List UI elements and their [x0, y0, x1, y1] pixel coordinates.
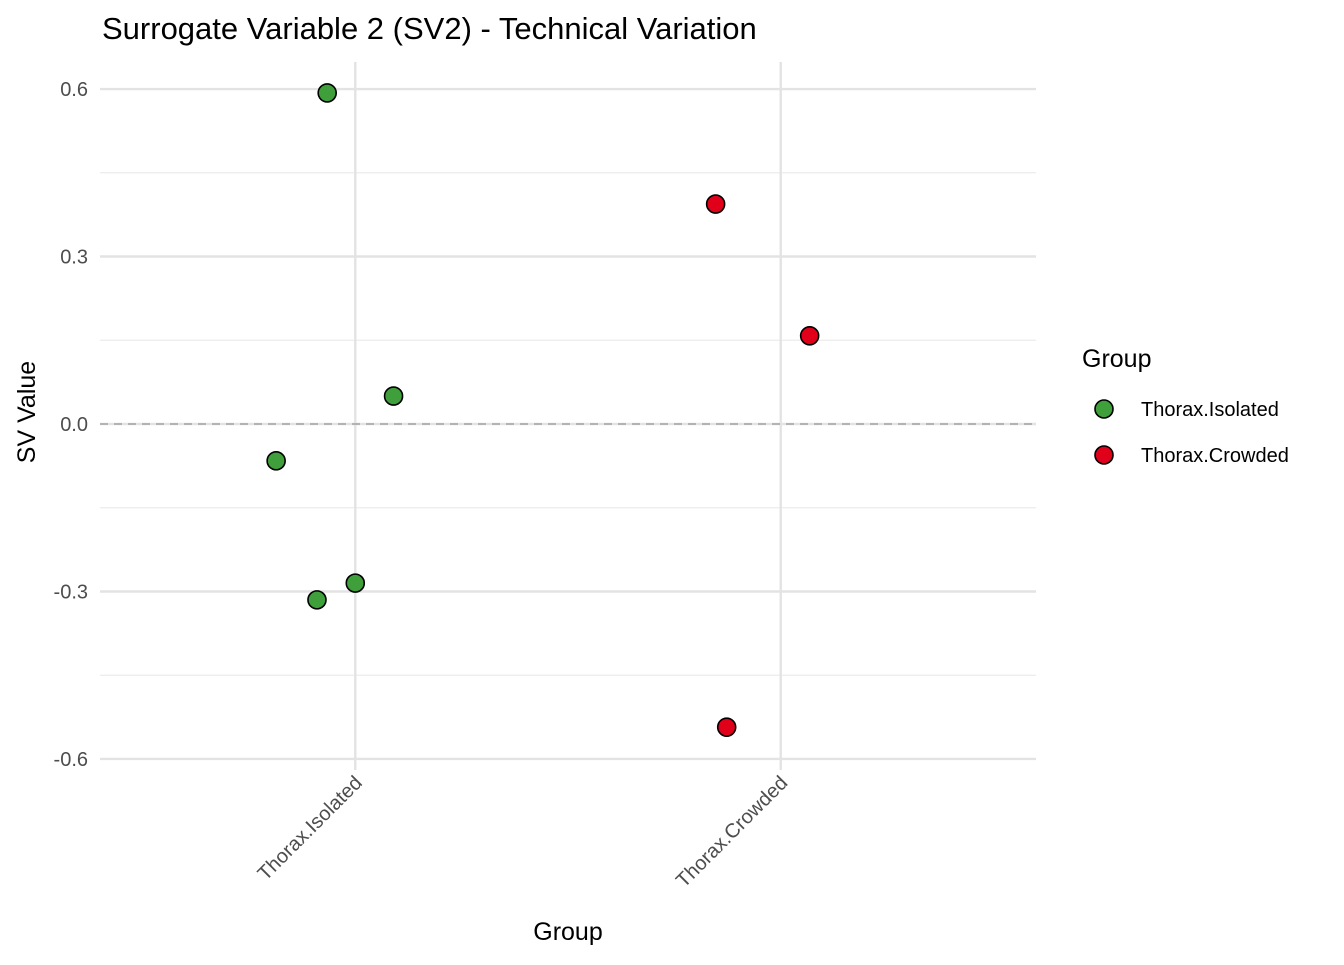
data-point — [716, 717, 737, 737]
data-points — [266, 83, 820, 737]
y-axis-label: SV Value — [13, 361, 41, 463]
data-point — [307, 590, 327, 610]
x-tick-label: Thorax.Isolated — [254, 772, 367, 885]
chart-title: Surrogate Variable 2 (SV2) - Technical V… — [102, 11, 757, 46]
legend-label: Thorax.Crowded — [1141, 445, 1289, 467]
data-point — [799, 325, 820, 346]
legend-label: Thorax.Isolated — [1141, 399, 1279, 421]
data-point — [345, 573, 366, 593]
data-point — [383, 386, 404, 406]
legend-key — [1094, 445, 1114, 465]
data-point — [266, 451, 286, 471]
legend-key — [1094, 399, 1114, 419]
legend: Group Thorax.Isolated Thorax.Crowded — [1082, 345, 1289, 467]
x-tick-label: Thorax.Crowded — [672, 772, 792, 892]
data-point — [317, 83, 337, 103]
y-axis-ticks: -0.6 -0.3 0.0 0.3 0.6 — [54, 79, 88, 771]
y-tick-label: -0.6 — [54, 749, 88, 771]
x-axis-ticks: Thorax.Isolated Thorax.Crowded — [254, 772, 792, 892]
x-axis-label: Group — [533, 918, 602, 946]
legend-title: Group — [1082, 345, 1151, 373]
y-tick-label: 0.0 — [60, 414, 88, 436]
y-tick-label: 0.6 — [60, 79, 88, 101]
grid — [100, 62, 1036, 770]
y-tick-label: -0.3 — [54, 581, 88, 603]
data-point — [705, 194, 726, 214]
y-tick-label: 0.3 — [60, 247, 88, 269]
